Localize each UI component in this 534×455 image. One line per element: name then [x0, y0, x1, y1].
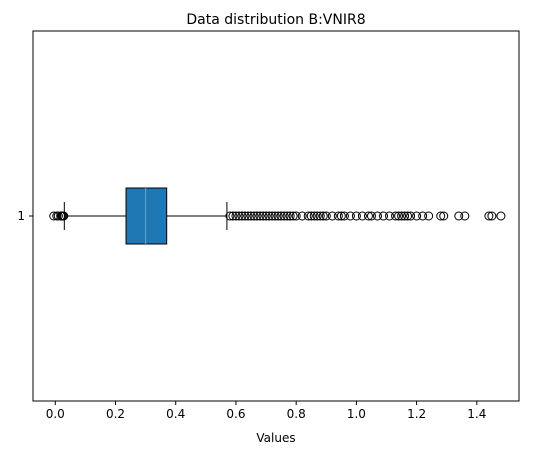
outlier-point [454, 211, 464, 221]
outlier-point [264, 211, 274, 221]
outlier-point [303, 211, 313, 221]
outlier-point [276, 211, 286, 221]
outlier-point [391, 211, 401, 221]
outlier-point [59, 211, 69, 221]
x-tick-label: 0.8 [287, 407, 306, 421]
outlier-point [252, 211, 262, 221]
outlier-point [315, 211, 325, 221]
outlier-point [237, 211, 247, 221]
outlier-point [397, 211, 407, 221]
chart-title: Data distribution B:VNIR8 [186, 12, 365, 28]
outlier-point [351, 211, 361, 221]
x-tick-label: 0.0 [46, 407, 65, 421]
x-tick-label: 1.0 [347, 407, 366, 421]
outlier-point [273, 211, 283, 221]
outlier-point [246, 211, 256, 221]
outlier-point [255, 211, 265, 221]
outlier-point [312, 211, 322, 221]
outlier-point [460, 211, 470, 221]
x-tick-label: 0.4 [166, 407, 185, 421]
outlier-point [339, 211, 349, 221]
outlier-point [487, 211, 497, 221]
y-tick-label: 1 [17, 209, 25, 223]
outlier-point [496, 211, 506, 221]
outlier-point [336, 211, 346, 221]
outlier-point [270, 211, 280, 221]
outlier-point [385, 211, 395, 221]
outlier-point [327, 211, 337, 221]
outlier-point [439, 211, 449, 221]
outlier-point [234, 211, 244, 221]
outlier-point [321, 211, 331, 221]
outlier-point [249, 211, 259, 221]
outlier-point [297, 211, 307, 221]
x-axis-label: Values [256, 431, 295, 445]
x-tick-label: 0.6 [226, 407, 245, 421]
outlier-point [243, 211, 253, 221]
outlier-point [406, 211, 416, 221]
outlier-point [288, 211, 298, 221]
outlier-point [228, 211, 238, 221]
outlier-point [333, 211, 343, 221]
outlier-point [309, 211, 319, 221]
outlier-point [282, 211, 292, 221]
outlier-point [318, 211, 328, 221]
x-tick-label: 1.4 [467, 407, 486, 421]
outlier-point [418, 211, 428, 221]
outlier-point [261, 211, 271, 221]
outlier-point [366, 211, 376, 221]
outlier-point [279, 211, 289, 221]
outlier-point [424, 211, 434, 221]
outlier-point [306, 211, 316, 221]
outlier-point [400, 211, 410, 221]
outlier-point [436, 211, 446, 221]
outlier-point [267, 211, 277, 221]
box-plot-marks [49, 187, 506, 245]
y-axis: 1 [17, 209, 33, 223]
box-iqr [125, 187, 168, 245]
outlier-point [394, 211, 404, 221]
outlier-point [285, 211, 295, 221]
x-axis: 0.0 0.2 0.4 0.6 0.8 1.0 1.2 1.4 [46, 401, 486, 421]
outlier-point [231, 211, 241, 221]
x-tick-label: 0.2 [106, 407, 125, 421]
outlier-point [53, 211, 63, 221]
outlier-point [363, 211, 373, 221]
outlier-point [357, 211, 367, 221]
outlier-point [345, 211, 355, 221]
outlier-point [258, 211, 268, 221]
outlier-point [484, 211, 494, 221]
outlier-point [378, 211, 388, 221]
outlier-point [412, 211, 422, 221]
outlier-point [403, 211, 413, 221]
outlier-point [225, 211, 235, 221]
x-tick-label: 1.2 [407, 407, 426, 421]
outlier-point [372, 211, 382, 221]
outlier-point [240, 211, 250, 221]
outlier-point [291, 211, 301, 221]
